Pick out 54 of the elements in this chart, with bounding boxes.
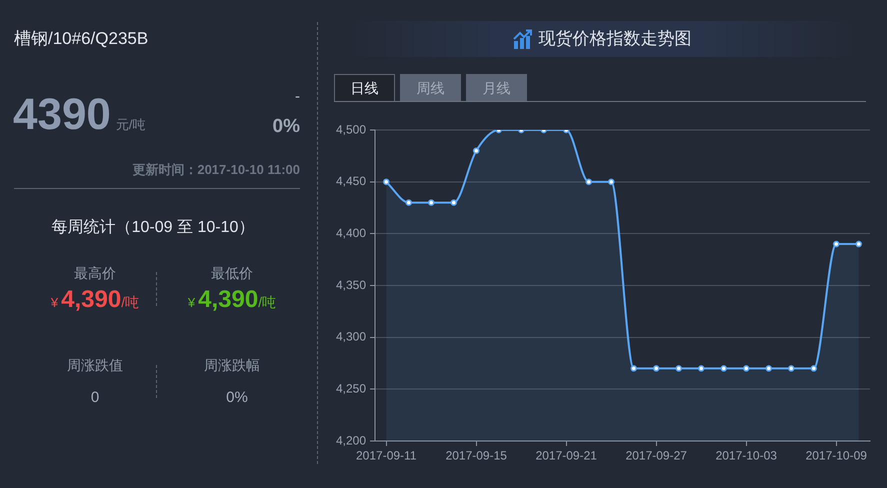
text: 0 <box>90 389 100 407</box>
y-tick-label: 4,300 <box>336 330 366 344</box>
text: /吨 <box>121 293 140 312</box>
y-tick-label: 4,400 <box>336 226 366 240</box>
point <box>653 365 660 372</box>
text: - <box>295 88 300 106</box>
point <box>428 199 434 206</box>
text: 更新时间：2017-10-10 11:00 <box>132 162 300 178</box>
point <box>720 365 727 372</box>
point <box>586 178 592 186</box>
point <box>833 240 840 248</box>
x-tick-label: 2017-10-09 <box>806 448 868 463</box>
point <box>698 365 704 372</box>
text: ¥ <box>188 294 196 312</box>
tab: 周线 <box>400 74 461 101</box>
point <box>608 178 614 186</box>
point <box>383 178 390 186</box>
point <box>788 365 794 372</box>
text: 最高价 <box>73 264 117 282</box>
x-tick-label: 2017-09-15 <box>446 448 508 463</box>
text: 周涨跌幅 <box>203 356 261 374</box>
text: 元/吨 <box>116 116 146 134</box>
text: 4390 <box>13 90 111 140</box>
y-tick-label: 4,250 <box>336 381 366 396</box>
y-tick-label: 4,350 <box>336 278 366 292</box>
text: /吨 <box>258 293 276 312</box>
point <box>856 240 862 248</box>
text: 0% <box>225 389 249 407</box>
text: 4,390 <box>198 286 258 314</box>
text: 每周统计（10-09 至 10-10） <box>50 218 256 238</box>
y-tick-label: 4,450 <box>336 174 366 188</box>
point <box>630 365 637 372</box>
point <box>676 365 682 372</box>
point <box>810 365 817 372</box>
text: 4,390 <box>61 286 122 314</box>
point <box>743 365 750 372</box>
text: 0% <box>272 116 300 138</box>
text: 槽钢/10#6/Q235B <box>14 28 148 50</box>
x-tick-label: 2017-09-21 <box>536 448 598 463</box>
x-tick-label: 2017-09-11 <box>356 448 417 463</box>
point <box>406 199 412 206</box>
text: ¥ <box>50 294 58 312</box>
point <box>473 147 480 154</box>
point <box>450 199 457 206</box>
y-tick-label: 4,200 <box>336 433 366 448</box>
x-tick-label: 2017-10-03 <box>716 448 778 463</box>
tab: 日线 <box>334 74 395 101</box>
text: 周涨跌值 <box>66 356 124 374</box>
text: 最低价 <box>210 264 254 282</box>
y-tick-label: 4,500 <box>336 122 366 136</box>
point <box>766 365 772 372</box>
tab: 月线 <box>466 74 527 101</box>
chart-title: 现货价格指数走势图 <box>538 29 692 49</box>
x-tick-label: 2017-09-27 <box>626 448 688 463</box>
